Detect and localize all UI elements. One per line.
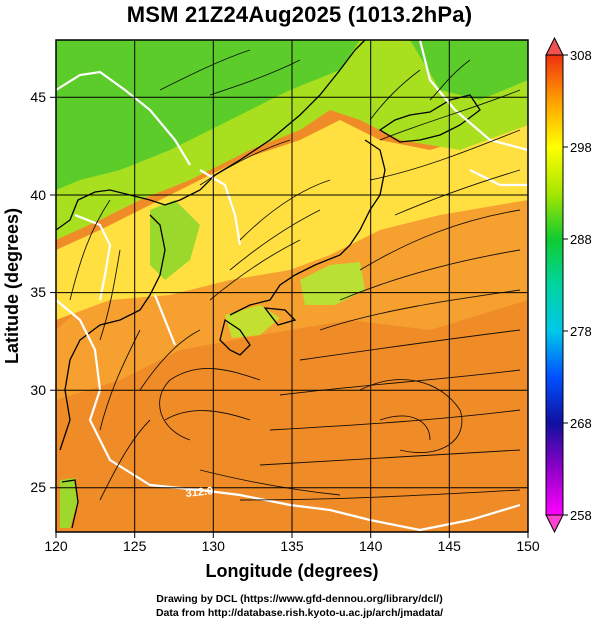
credit-data: Data from http://database.rish.kyoto-u.a… [155,607,444,619]
colorbar-tick-label: 288 [570,232,592,247]
y-axis: 45 40 35 30 25 Latitude (degrees) [2,89,56,495]
colorbar-tick-label: 298 [570,140,592,155]
x-tick-label: 150 [516,538,540,554]
contour-label: 312.0 [185,485,214,500]
x-tick-label: 125 [123,538,147,554]
x-tick-label: 135 [280,538,304,554]
y-tick-label: 40 [30,187,46,203]
streamlines [69,49,521,501]
colorbar-bottom-arrow [545,514,564,534]
graticule [56,40,528,532]
x-tick-label: 120 [44,538,68,554]
x-tick-label: 145 [438,538,462,554]
y-tick-label: 45 [30,89,46,105]
y-tick-label: 35 [30,284,46,300]
colorbar-tick-label: 268 [570,416,592,431]
colorbar-tick-label: 258 [570,508,592,523]
x-axis-title: Longitude (degrees) [205,561,378,581]
colorbar-top-arrow [545,36,564,56]
y-tick-label: 30 [30,382,46,398]
colorbar-gradient [545,54,564,516]
x-tick-label: 140 [359,538,383,554]
credit-drawing: Drawing by DCL (https://www.gfd-dennou.o… [156,593,443,605]
y-tick-label: 25 [30,479,46,495]
x-axis: 120 125 130 135 140 145 150 Longitude (d… [44,532,540,581]
credits: Drawing by DCL (https://www.gfd-dennou.o… [0,592,599,620]
x-tick-label: 130 [202,538,226,554]
contour-lines [56,40,528,532]
map-title: MSM 21Z24Aug2025 (1013.2hPa) [126,2,473,27]
colorbar-tick-label: 278 [570,324,592,339]
colorbar-tick-label: 308 [570,48,592,63]
y-axis-title: Latitude (degrees) [2,208,22,364]
colorbar: 308 298 288 278 268 258 [545,36,592,534]
